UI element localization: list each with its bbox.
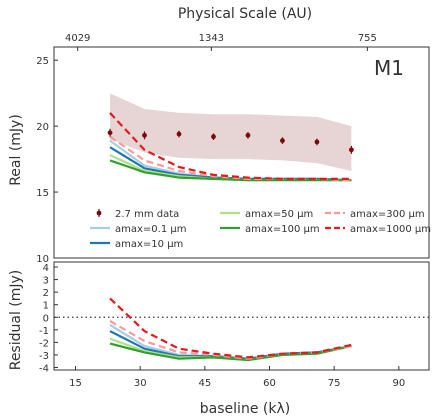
lower-y-tick-label: 1 [43, 301, 49, 312]
lower-y-tick-label: 4 [43, 263, 49, 274]
x-tick-label: 45 [198, 378, 211, 389]
top-tick-label: 755 [358, 33, 377, 44]
x-tick-label: 90 [392, 378, 405, 389]
data-point [176, 131, 182, 137]
data-point [280, 138, 285, 144]
x-tick-label: 30 [134, 378, 147, 389]
legend-label-amax-100-m: amax=100 µm [245, 224, 320, 235]
lower-y-tick-label: -3 [39, 351, 49, 362]
x-tick-label: 60 [263, 378, 276, 389]
data-point [107, 130, 113, 136]
lower-y-tick-label: 3 [43, 276, 49, 287]
x-axis-title: baseline (kλ) [200, 401, 290, 417]
upper-y-tick-label: 10 [36, 254, 49, 265]
panel-label: M1 [374, 56, 404, 80]
lower-y-tick-label: -4 [39, 363, 49, 374]
x-tick-label: 75 [328, 378, 341, 389]
upper-panel: 2.7 mm data amax=0.1 µm amax=10 µm amax=50 … [90, 93, 431, 250]
upper-y-tick-label: 20 [36, 122, 49, 133]
legend-label-amax-10-m: amax=10 µm [115, 239, 183, 250]
top-axis-title: Physical Scale (AU) [178, 6, 312, 22]
lower-y-tick-label: -1 [39, 326, 49, 337]
lower-panel-frame [53, 261, 430, 371]
lower-series-amax-1000-m [109, 297, 352, 359]
data-point [314, 139, 320, 145]
data-point [142, 132, 147, 138]
data-point [211, 134, 216, 140]
lower-series-amax-100-m [109, 342, 352, 362]
legend-label-amax-50-m: amax=50 µm [245, 209, 313, 220]
upper-y-axis-title: Real (mJy) [8, 114, 24, 186]
upper-y-tick-label: 15 [36, 188, 49, 199]
uncertainty-band [110, 93, 352, 171]
upper-series-amax-1000-m [109, 112, 352, 180]
lower-y-tick-label: -2 [39, 338, 49, 349]
upper-series-amax-100-m [109, 159, 352, 182]
lower-panel [54, 297, 429, 362]
legend-label-amax-1000-m: amax=1000 µm [350, 224, 431, 235]
legend-label-2-7-mm-data: 2.7 mm data [115, 209, 179, 220]
lower-series-amax-300-m [109, 320, 352, 360]
data-point [349, 147, 354, 153]
upper-panel-frame [53, 46, 430, 259]
data-point [245, 132, 251, 138]
x-tick-label: 15 [69, 378, 82, 389]
lower-y-tick-label: 2 [43, 288, 49, 299]
lower-y-axis-title: Residual (mJy) [8, 270, 24, 371]
upper-y-tick-label: 25 [36, 56, 49, 67]
legend-data-marker [96, 210, 102, 216]
top-tick-label: 4029 [65, 33, 90, 44]
axes-layer: 15 30 45 60 75 90 4029 1343 755 10 15 20 25 -4-3 -2-1 0… [36, 33, 430, 389]
legend-label-amax-0-1-m: amax=0.1 µm [115, 224, 186, 235]
top-tick-label: 1343 [199, 33, 224, 44]
lower-y-tick-label: 0 [43, 313, 49, 324]
legend-label-amax-300-m: amax=300 µm [350, 209, 425, 220]
